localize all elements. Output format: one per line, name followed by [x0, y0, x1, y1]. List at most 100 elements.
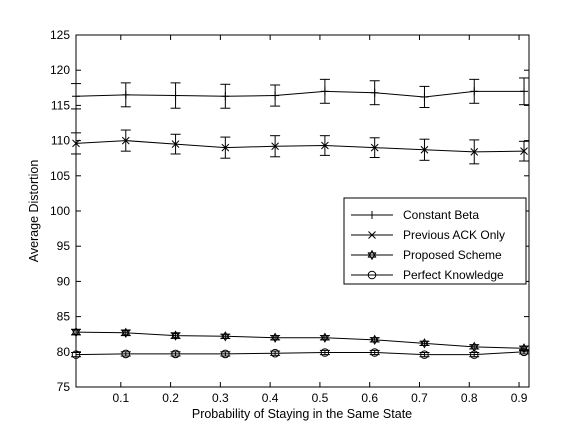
data-point: [470, 87, 479, 96]
data-point: [270, 348, 280, 358]
data-point: [221, 143, 230, 152]
y-tick-label: 100: [50, 204, 70, 218]
series-line: [75, 351, 525, 356]
y-tick-label: 90: [57, 274, 71, 288]
y-tick-label: 95: [57, 239, 71, 253]
marker-stroke: [171, 140, 180, 148]
marker-triangle-up: [121, 327, 131, 336]
marker-triangle-up: [419, 338, 429, 346]
x-tick-label: 0.8: [461, 391, 478, 405]
marker-circle: [367, 270, 377, 280]
data-point: [320, 332, 330, 343]
marker-circle: [320, 348, 330, 357]
marker-triangle-down: [367, 252, 377, 261]
data-point: [220, 331, 230, 342]
series-previous-ack-only: [71, 129, 530, 165]
marker-triangle-down: [370, 337, 380, 346]
marker-stroke: [370, 143, 379, 152]
marker-stroke: [368, 231, 376, 239]
data-point: [320, 87, 329, 96]
x-tick-label: 0.3: [212, 391, 229, 405]
data-point: [520, 87, 529, 96]
y-tick-label: 80: [57, 345, 71, 359]
data-point: [469, 341, 479, 353]
marker-circle: [270, 348, 280, 358]
marker-triangle-down: [469, 344, 479, 353]
data-point: [370, 348, 379, 357]
data-point: [469, 350, 479, 359]
x-tick-label: 0.7: [411, 391, 428, 405]
marker-circle: [469, 350, 479, 359]
marker-triangle-down: [171, 333, 181, 341]
marker-triangle-down: [71, 329, 81, 338]
legend-item-proposed-scheme: Proposed Scheme: [351, 248, 502, 262]
data-point: [419, 338, 429, 349]
data-point: [420, 92, 429, 101]
marker-triangle-down: [121, 330, 131, 338]
data-point: [520, 147, 528, 156]
data-point: [370, 88, 379, 97]
data-point: [121, 327, 131, 338]
series-constant-beta: [71, 77, 530, 110]
marker-stroke: [520, 147, 528, 156]
x-tick-label: 0.4: [262, 391, 279, 405]
legend-rows: Constant Beta Previous ACK Only Proposed S…: [351, 208, 505, 282]
x-tick-label: 0.6: [361, 391, 378, 405]
series-perfect-knowledge: [71, 347, 530, 359]
y-tick-label: 120: [50, 63, 70, 77]
x-tick-label: 0.5: [312, 391, 329, 405]
y-tick-label: 105: [50, 169, 70, 183]
marker-stroke: [470, 148, 479, 156]
marker-triangle-up: [220, 331, 230, 339]
y-tick-label: 115: [51, 98, 70, 112]
marker-circle: [221, 349, 230, 359]
data-point: [71, 350, 81, 359]
marker-triangle-down: [220, 333, 230, 342]
series-line: [75, 331, 525, 349]
marker-triangle-up: [367, 249, 377, 258]
marker-triangle-up: [171, 330, 181, 339]
data-point: [420, 145, 429, 154]
marker-circle: [420, 350, 429, 359]
y-tick-label: 110: [51, 134, 70, 148]
marker-stroke: [321, 141, 329, 150]
marker-triangle-up: [71, 326, 81, 335]
marker-triangle-up: [270, 332, 280, 341]
legend-marker: [368, 231, 376, 239]
data-point: [271, 91, 280, 100]
data-point: [370, 334, 380, 346]
data-point: [221, 92, 230, 101]
marker-circle: [121, 349, 131, 359]
data-point: [121, 90, 130, 99]
x-tick-label: 0.2: [162, 391, 179, 405]
marker-stroke: [271, 142, 279, 151]
data-point: [171, 330, 181, 341]
legend-label: Perfect Knowledge: [403, 268, 504, 282]
series-line: [75, 140, 525, 153]
marker-triangle-up: [469, 341, 479, 350]
data-point: [71, 326, 81, 338]
marker-triangle-down: [419, 340, 429, 349]
series-proposed-scheme: [71, 326, 530, 354]
y-tick-label: 75: [57, 380, 71, 394]
data-point: [270, 332, 280, 343]
legend-item-constant-beta: Constant Beta: [351, 208, 479, 222]
legend-label: Proposed Scheme: [403, 248, 502, 262]
legend-marker: [367, 249, 377, 261]
marker-circle: [370, 348, 379, 357]
marker-stroke: [420, 145, 429, 154]
legend-item-perfect-knowledge: Perfect Knowledge: [351, 268, 504, 282]
marker-stroke: [121, 136, 130, 145]
data-point: [320, 348, 330, 357]
x-tick-label: 0.9: [511, 391, 528, 405]
marker-triangle-up: [320, 332, 330, 341]
data-point: [171, 91, 180, 100]
marker-circle: [71, 350, 81, 359]
marker-stroke: [221, 143, 230, 152]
legend-label: Previous ACK Only: [403, 228, 505, 242]
x-tick-label: 0.1: [112, 391, 129, 405]
y-tick-label: 85: [57, 310, 71, 324]
data-point: [420, 350, 429, 359]
marker-triangle-down: [270, 335, 280, 343]
marker-triangle-up: [370, 334, 380, 343]
